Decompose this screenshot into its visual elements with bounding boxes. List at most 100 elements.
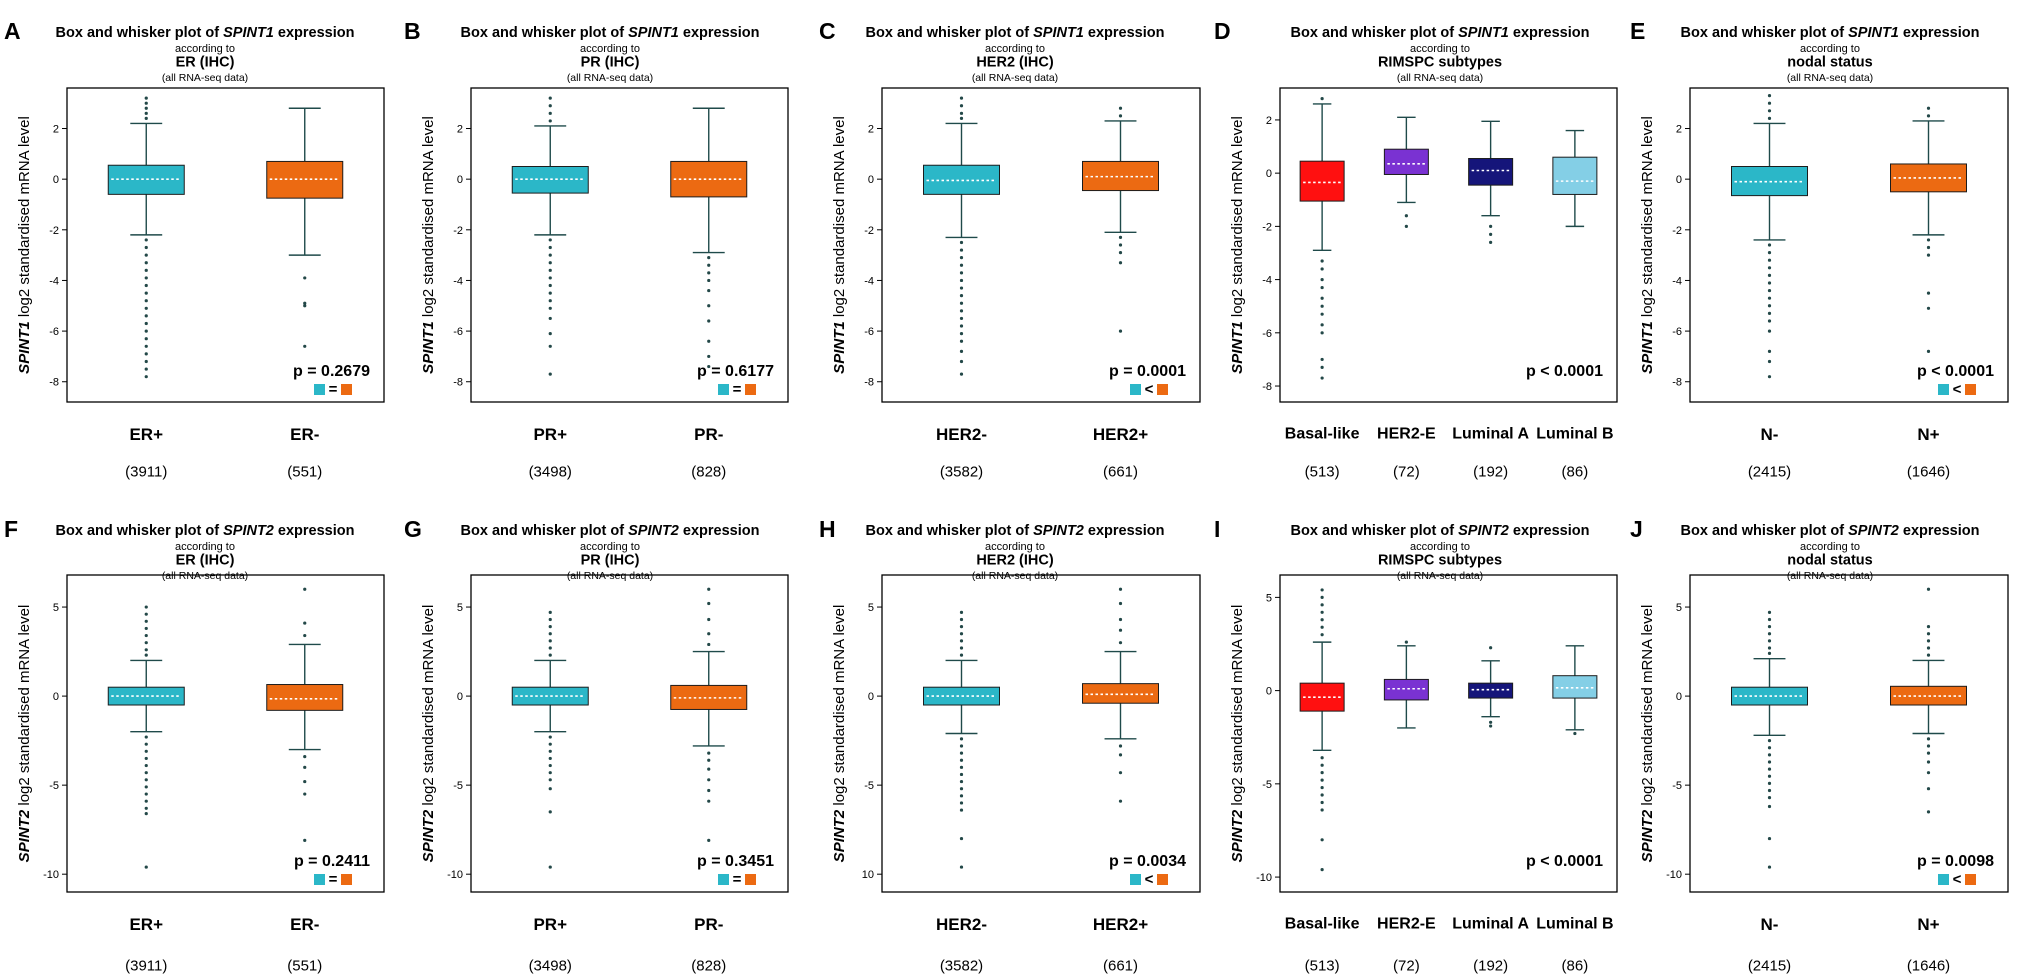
outlier-point [1767, 349, 1772, 353]
outlier-point [1489, 224, 1493, 228]
comparison-symbol: = [329, 871, 338, 888]
outlier-point [707, 587, 711, 591]
legend-orange-swatch [1965, 874, 1976, 885]
y-tick-label: -6 [1262, 328, 1272, 340]
legend-orange-swatch [745, 874, 756, 885]
chart-note: (all RNA-seq data) [162, 72, 248, 84]
chart-title: Box and whisker plot of SPINT1 expressio… [461, 25, 760, 41]
outlier-point [1767, 774, 1772, 778]
outlier-point [548, 253, 552, 257]
y-tick-label: -6 [453, 326, 463, 338]
y-tick-label: 2 [868, 124, 874, 136]
chart-note: (all RNA-seq data) [1787, 570, 1873, 582]
y-tick-label: -4 [1672, 275, 1682, 287]
outlier-point [548, 268, 552, 272]
x-tick-label: N+ [1917, 425, 1939, 444]
y-axis-label: SPINT1 log2 standardised mRNA level [831, 116, 848, 374]
outlier-point [144, 785, 148, 789]
outlier-point [707, 263, 711, 267]
x-tick-label: ER- [290, 425, 319, 444]
outlier-point [707, 799, 711, 803]
x-tick-label: ER+ [129, 915, 163, 934]
outlier-point [1926, 253, 1931, 257]
comparison-symbol: < [1953, 871, 1962, 888]
x-tick-label: PR- [694, 915, 723, 934]
legend-cyan-swatch [1938, 874, 1949, 885]
outlier-point [959, 332, 964, 336]
outlier-point [1320, 785, 1324, 790]
outlier-point [1926, 114, 1931, 118]
outlier-point [548, 96, 552, 100]
x-tick-label: PR+ [533, 425, 567, 444]
x-tick-label: HER2-E [1377, 915, 1436, 932]
y-axis-label: SPINT2 log2 standardised mRNA level [16, 605, 33, 863]
legend-orange-swatch [1965, 384, 1976, 395]
outlier-point [959, 349, 964, 353]
chart-title: Box and whisker plot of SPINT2 expressio… [1291, 523, 1590, 539]
outlier-point [144, 771, 148, 775]
outlier-point [1118, 587, 1123, 591]
y-tick-label: -4 [453, 275, 463, 287]
p-value: p = 0.0098 [1917, 853, 1994, 870]
outlier-point [1118, 771, 1123, 775]
outlier-point [548, 261, 552, 265]
y-axis-label: SPINT2 log2 standardised mRNA level [1639, 605, 1656, 863]
chart-title: Box and whisker plot of SPINT1 expressio… [1681, 25, 1980, 41]
chart-subtitle: PR (IHC) [581, 553, 640, 569]
x-tick-label: N+ [1917, 915, 1939, 934]
y-tick-label: -8 [864, 377, 874, 389]
comparison-symbol: < [1145, 871, 1154, 888]
outlier-point [1320, 603, 1324, 607]
chart-title: Box and whisker plot of SPINT2 expressio… [461, 523, 760, 539]
outlier-point [144, 626, 148, 631]
y-tick-label: 0 [868, 174, 874, 186]
y-tick-label: 5 [457, 602, 463, 614]
x-tick-label: HER2- [936, 425, 987, 444]
outlier-point [1767, 101, 1772, 105]
legend-orange-swatch [1157, 384, 1168, 395]
outlier-point [707, 278, 711, 283]
panel-d: D Box and whisker plot of SPINT1 expressi… [1214, 18, 1618, 480]
outlier-point [1926, 737, 1931, 741]
outlier-point [1118, 243, 1123, 247]
outlier-point [959, 372, 964, 376]
y-axis-label: SPINT1 log2 standardised mRNA level [16, 116, 33, 374]
group-count: (513) [1305, 463, 1340, 480]
outlier-point [1320, 376, 1324, 380]
y-tick-label: -4 [864, 275, 874, 287]
outlier-point [144, 619, 148, 623]
outlier-point [1767, 746, 1772, 750]
y-tick-label: 2 [1266, 115, 1272, 127]
outlier-point [959, 240, 964, 245]
outlier-point [144, 812, 148, 816]
p-value: p < 0.0001 [1526, 853, 1603, 870]
y-tick-label: -5 [1672, 780, 1682, 792]
chart-title: Box and whisker plot of SPINT1 expressio… [1291, 25, 1590, 41]
outlier-point [144, 268, 148, 272]
y-tick-label: -8 [1262, 381, 1272, 393]
p-value: p = 0.0034 [1109, 853, 1186, 870]
outlier-point [1320, 610, 1324, 614]
outlier-point [548, 653, 552, 657]
outlier-point [548, 810, 552, 814]
outlier-point [959, 294, 964, 298]
box-purple [1383, 678, 1429, 701]
outlier-point [1118, 106, 1123, 110]
outlier-point [1926, 245, 1931, 250]
outlier-point [1926, 632, 1931, 636]
plot-frame [1689, 87, 2009, 403]
outlier-point [707, 288, 711, 293]
outlier-point [1320, 312, 1324, 316]
outlier-point [1767, 760, 1772, 764]
outlier-point [959, 316, 964, 321]
outlier-point [548, 735, 552, 739]
y-tick-label: -5 [453, 780, 463, 792]
chart-according: according to [1800, 541, 1860, 553]
outlier-point [548, 763, 552, 768]
outlier-point [1767, 375, 1772, 379]
legend-orange-swatch [745, 384, 756, 395]
outlier-point [959, 737, 964, 741]
outlier-point [548, 787, 552, 791]
outlier-point [959, 625, 964, 629]
